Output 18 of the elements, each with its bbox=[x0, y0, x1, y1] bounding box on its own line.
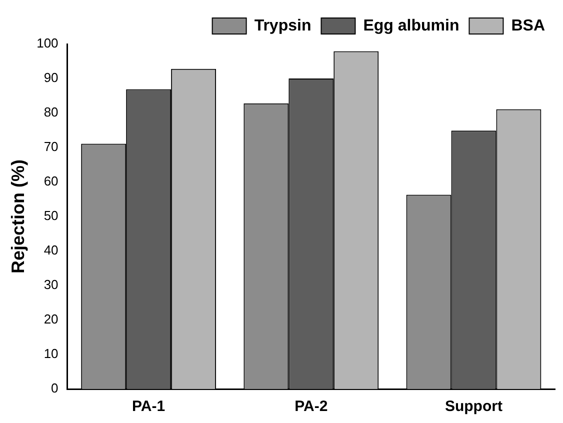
legend-label: Egg albumin bbox=[363, 17, 460, 34]
y-tick-label: 60 bbox=[44, 174, 58, 189]
x-tick-label: PA-1 bbox=[132, 398, 166, 416]
legend-label: BSA bbox=[511, 17, 546, 34]
y-tick-label: 10 bbox=[44, 346, 58, 362]
y-tick-label: 70 bbox=[44, 139, 58, 154]
x-tick-label: Support bbox=[444, 398, 502, 416]
x-tick-label: PA-2 bbox=[294, 398, 328, 416]
y-tick-label: 80 bbox=[44, 104, 58, 120]
legend-label: Trypsin bbox=[254, 17, 312, 34]
y-tick-label: 40 bbox=[44, 242, 58, 258]
y-tick-label: 90 bbox=[44, 70, 58, 86]
y-tick-label: 0 bbox=[51, 380, 58, 396]
y-tick-label: 20 bbox=[44, 312, 58, 327]
y-tick-label: 50 bbox=[44, 208, 58, 224]
y-axis-title: Rejection (%) bbox=[8, 159, 28, 274]
y-tick-label: 100 bbox=[36, 36, 58, 51]
y-tick-label: 30 bbox=[44, 277, 58, 292]
